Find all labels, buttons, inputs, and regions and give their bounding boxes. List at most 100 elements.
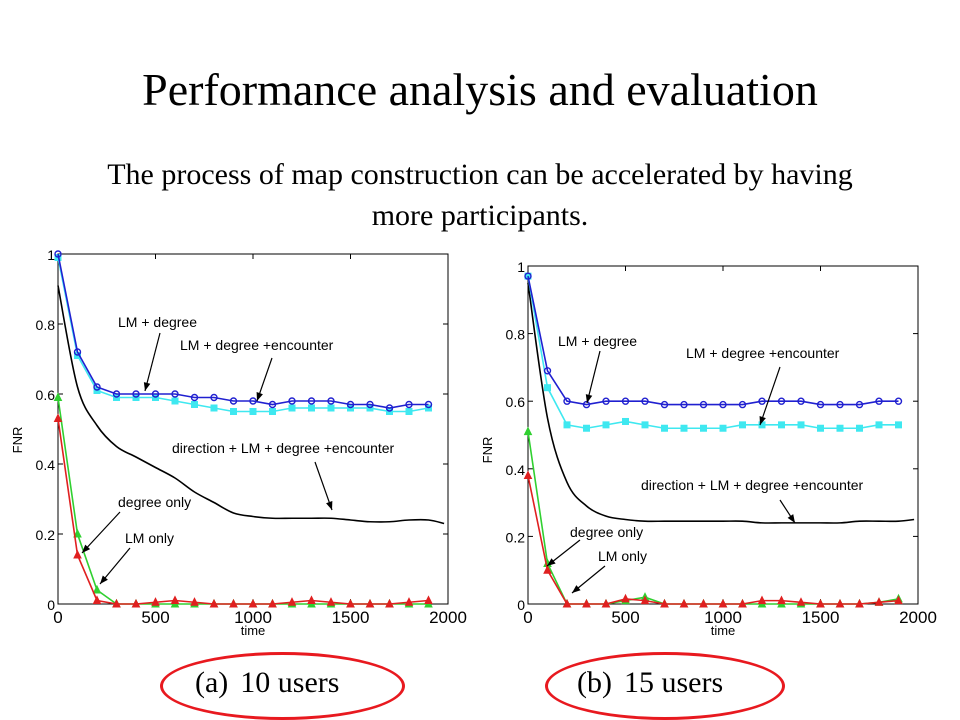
x-axis-label: time [711,623,736,638]
lm-degree-encounter-point [895,421,902,429]
lm-degree-point [210,393,218,402]
lm-degree-encounter-annotation-arrowhead [759,416,766,425]
lm-degree-encounter-point [856,424,863,432]
degree-only-annotation-arrowhead [547,558,556,566]
y-tick-label: 1 [47,247,55,263]
lm-degree-encounter-point [622,417,629,425]
degree-only-point [92,584,102,594]
lm-only-series-line [527,475,899,605]
lm-degree-point [405,400,413,409]
caption-a-text: 10 users [240,666,340,699]
lm-degree-encounter-point [269,408,276,415]
lm-only-point [796,597,806,606]
lm-degree-point [777,397,786,405]
degree-only-annotation-label: degree only [570,524,643,540]
slide-subtitle: The process of map construction can be a… [107,158,853,232]
lm-degree-point [563,397,571,405]
x-tick-label: 1000 [704,608,742,627]
caption-b-text: 15 users [623,666,724,699]
lm-degree-point [171,390,179,398]
lm-degree-point [582,400,591,409]
degree-only-annotation-label: degree only [118,494,191,510]
lm-only-point [92,595,102,604]
y-tick-label: 0.2 [36,527,56,543]
direction-lm-degree-encounter-annotation-arrowhead [787,514,795,523]
lm-only-point [112,598,121,608]
lm-only-point [287,597,297,606]
lm-only-point [699,598,708,608]
x-tick-label: 1500 [332,608,370,627]
lm-only-annotation-arrowhead [572,585,581,593]
direction-lm-degree-encounter-annotation-label: direction + LM + degree +encounter [172,440,395,456]
lm-degree-point [288,397,296,405]
lm-only-point [718,598,728,608]
lm-only-point [816,598,825,608]
lm-degree-encounter-point [661,424,668,432]
x-tick-label: 2000 [899,608,937,627]
lm-only-point [562,598,572,608]
lm-only-point [679,598,689,608]
lm-degree-point [758,397,766,405]
direction-lm-degree-encounter-annotation-arrow [314,461,333,511]
lm-degree-encounter-point [817,424,824,432]
lm-only-point [385,598,394,608]
direction-lm-degree-encounter-series-line [57,285,445,525]
lm-only-point [660,598,669,608]
lm-only-point [424,595,433,604]
lm-degree-point [229,397,238,405]
lm-only-point [601,598,611,608]
lm-degree-encounter-point [778,421,785,429]
lm-only-point [523,470,533,480]
lm-degree-annotation-label: LM + degree [558,333,637,349]
y-tick-label: 0.4 [506,462,526,478]
lm-degree-point [93,383,101,391]
lm-only-point [190,597,199,606]
caption-a: (a) 10 users [195,665,339,701]
x-tick-label: 2000 [429,608,467,627]
y-tick-label: 0.8 [506,327,526,343]
y-tick-label: 0 [47,597,55,613]
lm-degree-point [112,390,121,398]
lm-only-point [404,597,414,606]
lm-degree-annotation-arrow [586,350,601,404]
lm-degree-point [641,397,649,405]
x-tick-label: 500 [611,608,639,627]
lm-degree-point [385,404,394,412]
lm-only-point [855,598,864,608]
lm-degree-point [699,400,708,409]
lm-only-point [777,595,786,605]
lm-only-point [73,549,82,559]
y-tick-label: 0.4 [36,457,56,473]
lm-only-point [365,598,375,608]
lm-degree-point [346,400,355,409]
lm-degree-encounter-annotation-label: LM + degree +encounter [180,337,334,353]
lm-degree-point [424,400,433,409]
lm-degree-point [524,272,532,280]
lm-degree-point [719,400,727,409]
lm-degree-encounter-point [563,421,571,429]
degree-only-series-line [527,431,899,605]
y-tick-label: 0.6 [506,394,526,410]
lm-only-point [326,597,336,606]
lm-only-point [874,597,884,606]
lm-degree-point [797,397,805,405]
lm-degree-point [816,400,825,409]
lm-degree-encounter-point [641,421,649,429]
lm-degree-encounter-point [602,421,610,429]
lm-degree-annotation-label: LM + degree [118,314,197,330]
lm-degree-annotation-arrow [144,332,161,392]
lm-degree-point [875,397,883,405]
lm-degree-encounter-point [288,404,296,412]
lm-degree-point [894,397,903,405]
lm-degree-point [602,397,610,405]
lm-degree-point [621,397,630,405]
lm-only-point [640,595,650,605]
lm-degree-point [307,397,316,405]
lm-only-point [151,597,160,606]
lm-degree-encounter-annotation-label: LM + degree +encounter [686,345,840,361]
caption-b-highlight-ellipse [545,652,785,720]
lm-degree-encounter-point [191,401,198,408]
y-tick-label: 0.2 [506,529,526,545]
x-tick-label: 0 [53,608,62,627]
